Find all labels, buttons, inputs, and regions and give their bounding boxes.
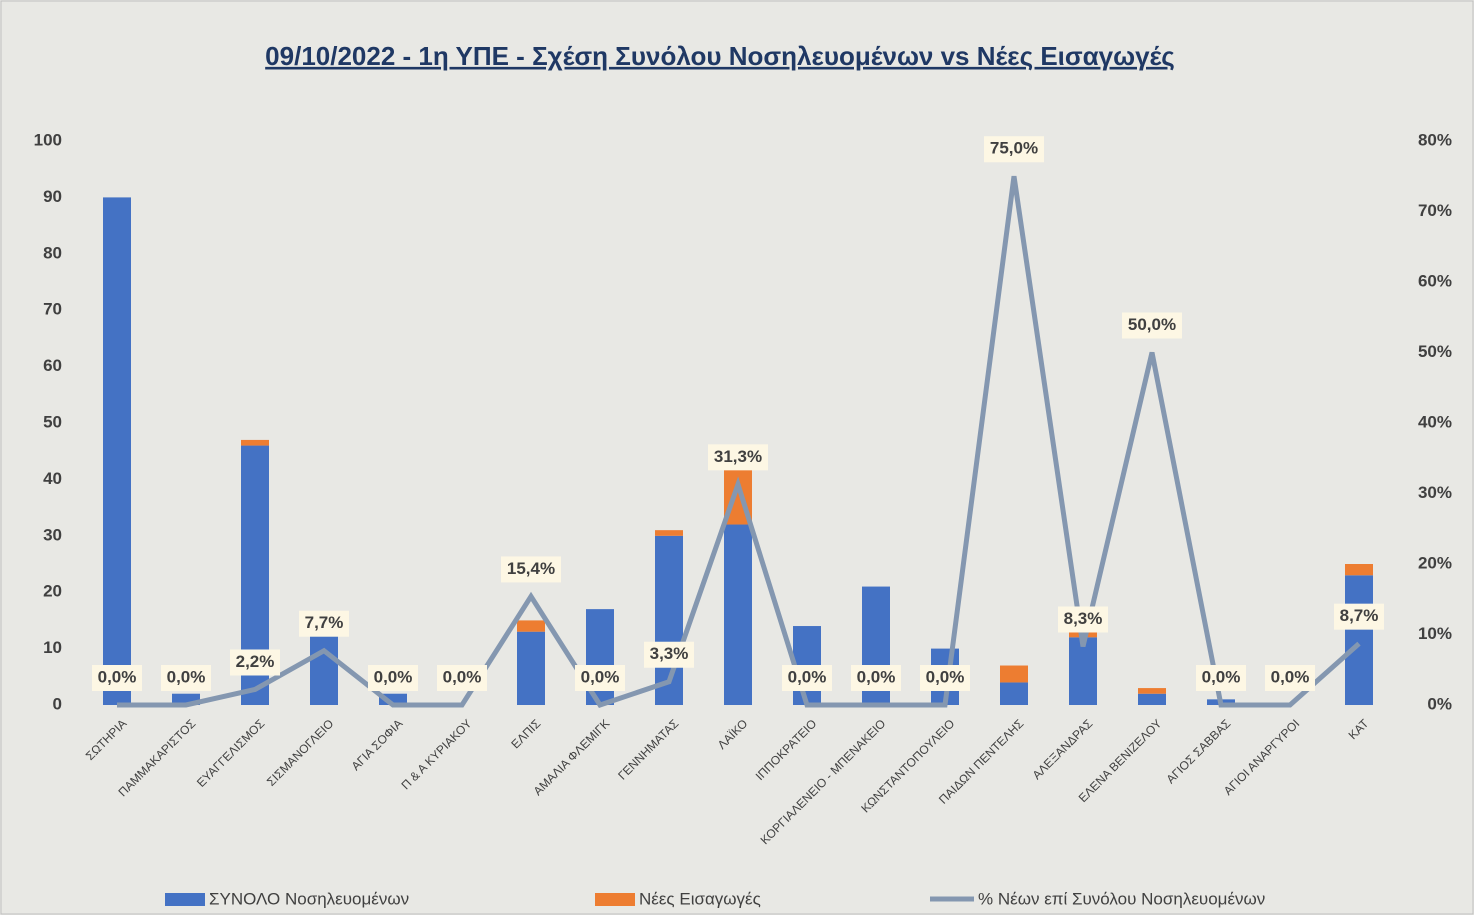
x-tick-label: ΓΕΝΝΗΜΑΤΑΣ: [615, 716, 681, 782]
x-tick-label: ΣΙΣΜΑΝΟΓΛΕΙΟ: [264, 716, 336, 788]
x-tick-label: ΠΑΜΜΑΚΑΡΙΣΤΟΣ: [115, 716, 198, 799]
y2-tick-label: 40%: [1418, 412, 1452, 431]
data-label: 3,3%: [650, 644, 689, 663]
chart-title: 09/10/2022 - 1η ΥΠΕ - Σχέση Συνόλου Νοση…: [265, 41, 1175, 71]
data-label: 8,3%: [1064, 609, 1103, 628]
y-tick-label: 70: [43, 300, 62, 319]
bar: [724, 524, 752, 705]
legend-label: Νέες Εισαγωγές: [639, 889, 761, 908]
x-tick-label: ΙΠΠΟΚΡΑΤΕΙΟ: [753, 716, 820, 783]
x-tick-label: ΕΥΑΓΓΕΛΙΣΜΟΣ: [194, 716, 267, 789]
y2-tick-label: 70%: [1418, 201, 1452, 220]
data-label: 0,0%: [926, 667, 965, 686]
legend-label: ΣΥΝΟΛΟ Νοσηλευομένων: [209, 889, 409, 908]
y2-tick-label: 50%: [1418, 342, 1452, 361]
data-label: 0,0%: [1271, 667, 1310, 686]
data-label-box: [501, 556, 561, 583]
bar: [241, 439, 269, 446]
x-tick-label: ΑΓΙΑ ΣΟΦΙΑ: [349, 716, 406, 773]
data-label-box: [92, 665, 142, 691]
x-tick-label: ΑΜΑΛΙΑ ΦΛΕΜΙΓΚ: [531, 716, 613, 798]
x-tick-label: ΑΓΙΟΙ ΑΝΑΡΓΥΡΟΙ: [1221, 716, 1302, 797]
bar: [172, 693, 200, 705]
data-label: 0,0%: [1202, 667, 1241, 686]
data-label-box: [920, 665, 970, 691]
bar: [1138, 693, 1166, 705]
data-label: 31,3%: [714, 447, 762, 466]
bar: [1000, 682, 1028, 705]
data-label-box: [161, 665, 211, 691]
data-label: 15,4%: [507, 559, 555, 578]
data-label: 0,0%: [443, 667, 482, 686]
data-label: 50,0%: [1128, 315, 1176, 334]
y2-tick-label: 10%: [1418, 624, 1452, 643]
data-label: 8,7%: [1340, 606, 1379, 625]
data-label-box: [851, 665, 901, 691]
x-tick-label: ΛΑΪΚΟ: [715, 716, 751, 752]
legend-swatch: [165, 893, 205, 906]
data-label: 0,0%: [581, 667, 620, 686]
x-tick-label: ΕΛΠΙΣ: [508, 716, 543, 751]
data-label: 0,0%: [98, 667, 137, 686]
line: [117, 175, 1361, 708]
bar: [517, 631, 545, 705]
y-tick-label: 90: [43, 187, 62, 206]
y-tick-label: 100: [34, 130, 62, 149]
bar: [1345, 575, 1373, 705]
data-label: 2,2%: [236, 652, 275, 671]
x-tick-label: ΣΩΤΗΡΙΑ: [83, 716, 129, 762]
bar: [103, 197, 131, 705]
data-label: 75,0%: [990, 139, 1038, 158]
y-tick-label: 20: [43, 582, 62, 601]
y2-tick-label: 20%: [1418, 553, 1452, 572]
data-label: 7,7%: [305, 613, 344, 632]
data-label-box: [575, 665, 625, 691]
y-tick-label: 60: [43, 356, 62, 375]
data-label: 0,0%: [374, 667, 413, 686]
y2-tick-label: 30%: [1418, 483, 1452, 502]
data-label-box: [1196, 665, 1246, 691]
data-label-box: [368, 665, 418, 691]
bar: [310, 631, 338, 705]
x-tick-label: Π & Α ΚΥΡΙΑΚΟΥ: [398, 716, 474, 792]
data-label: 0,0%: [857, 667, 896, 686]
bar: [1000, 665, 1028, 683]
legend-label: % Νέων επί Συνόλου Νοσηλευομένων: [978, 889, 1265, 908]
data-label-box: [782, 665, 832, 691]
data-label-box: [984, 136, 1044, 163]
y2-tick-label: 80%: [1418, 130, 1452, 149]
data-label: 0,0%: [167, 667, 206, 686]
data-label-box: [230, 649, 280, 676]
x-tick-label: ΑΓΙΟΣ ΣΑΒΒΑΣ: [1163, 716, 1233, 786]
bar: [517, 620, 545, 632]
data-label-box: [1265, 665, 1315, 691]
legend-swatch: [595, 893, 635, 906]
y-tick-label: 50: [43, 412, 62, 431]
x-tick-label: ΚΟΡΓΙΑΛΕΝΕΙΟ - ΜΠΕΝΑΚΕΙΟ: [758, 716, 889, 847]
data-label-box: [1058, 606, 1108, 633]
data-label-box: [299, 610, 349, 637]
x-tick-label: ΑΛΕΞΑΝΔΡΑΣ: [1030, 716, 1096, 782]
y-tick-label: 40: [43, 469, 62, 488]
y-tick-label: 80: [43, 243, 62, 262]
y-tick-label: 30: [43, 525, 62, 544]
y-tick-label: 0: [53, 694, 62, 713]
bar: [1345, 564, 1373, 576]
y2-tick-label: 60%: [1418, 271, 1452, 290]
bar: [1138, 688, 1166, 694]
data-label-box: [1334, 603, 1384, 630]
bar: [379, 693, 407, 705]
data-label-box: [437, 665, 487, 691]
data-label-box: [1122, 312, 1182, 339]
data-label-box: [644, 641, 694, 668]
bar: [655, 530, 683, 536]
data-label-box: [708, 444, 768, 471]
x-tick-label: ΚΑΤ: [1346, 716, 1372, 742]
y-tick-label: 10: [43, 638, 62, 657]
y2-tick-label: 0%: [1427, 694, 1452, 713]
bar: [1069, 637, 1097, 705]
data-label: 0,0%: [788, 667, 827, 686]
